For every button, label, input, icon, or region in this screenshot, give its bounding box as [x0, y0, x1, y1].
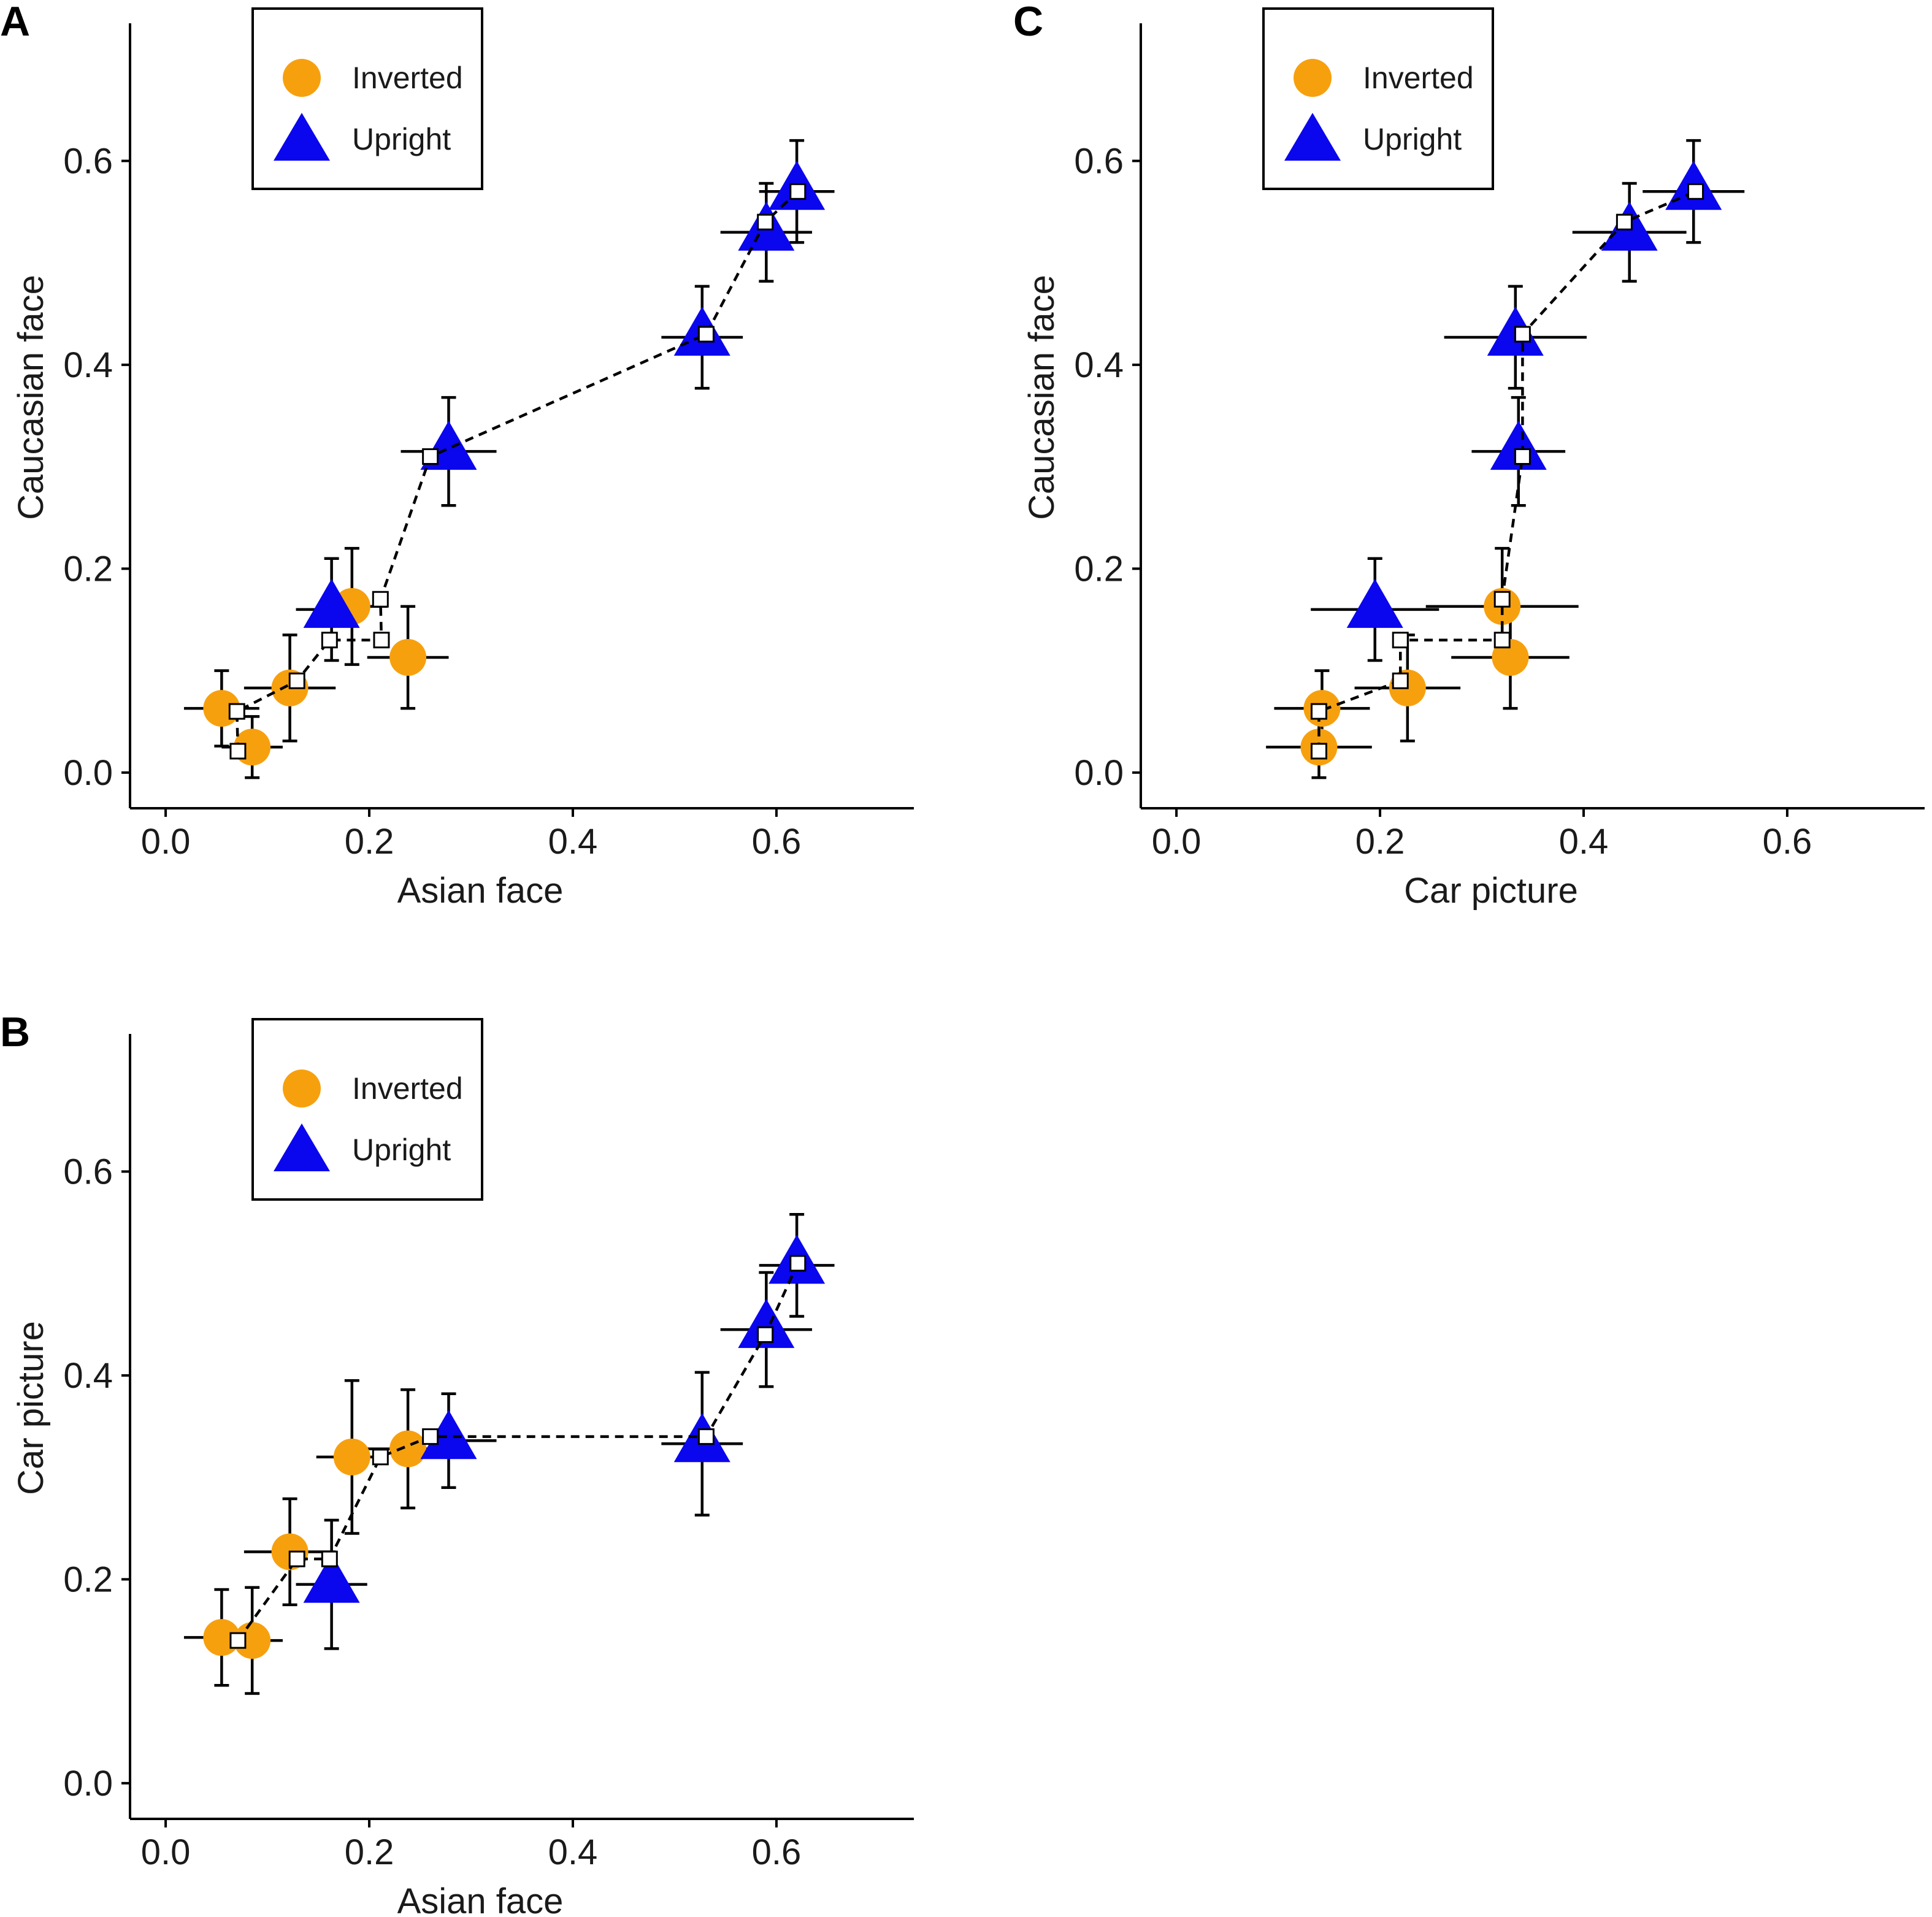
upright-point	[303, 1553, 360, 1603]
x-tick-label: 0.6	[752, 822, 802, 862]
path-square-marker	[697, 1428, 715, 1445]
legend-upright-icon	[274, 113, 330, 161]
path-square-marker	[1392, 632, 1409, 649]
upright-point	[1490, 421, 1547, 470]
path-square-marker	[1310, 743, 1327, 760]
x-axis-title: Car picture	[1404, 871, 1578, 911]
y-tick-label: 0.4	[63, 1356, 113, 1396]
legend-box	[251, 7, 483, 190]
path-square-marker	[422, 1428, 439, 1445]
panel-b: B 0.0 0.2 0.4 0.6 0.0 0.2 0.4 0.6 Asian face Car p…	[0, 1009, 914, 1917]
legend-inverted-label: Inverted	[352, 1071, 463, 1106]
bootstrap-path-line	[1317, 190, 1696, 751]
path-square-marker	[422, 448, 439, 465]
inverted-point	[234, 1622, 271, 1659]
path-square-marker	[228, 703, 245, 720]
legend-box	[251, 1018, 483, 1201]
y-tick-label: 0.2	[63, 549, 113, 589]
panel-letter: A	[0, 0, 30, 45]
path-square-marker	[789, 1255, 807, 1272]
legend: Inverted Upright	[251, 1018, 483, 1201]
legend-inverted-label: Inverted	[1363, 61, 1474, 95]
legend-inverted-icon	[1294, 59, 1332, 97]
x-tick-label: 0.6	[752, 1832, 802, 1872]
legend: Inverted Upright	[251, 7, 483, 190]
legend-upright-icon	[1284, 113, 1341, 161]
panel-letter: B	[0, 1009, 30, 1055]
path-square-marker	[373, 632, 390, 649]
legend-upright-label: Upright	[1363, 122, 1462, 156]
path-square-marker	[1514, 448, 1531, 465]
legend-inverted-icon	[283, 1069, 321, 1108]
y-tick-label: 0.0	[63, 753, 113, 793]
path-square-marker	[1310, 703, 1327, 720]
x-tick-label: 0.2	[1355, 822, 1405, 862]
y-axis-title: Car picture	[11, 1321, 51, 1495]
x-tick-label: 0.2	[345, 1832, 394, 1872]
x-tick-label: 0.2	[345, 822, 394, 862]
y-axis-title: Caucasian face	[11, 275, 51, 520]
path-square-marker	[789, 183, 807, 200]
path-square-marker	[757, 213, 774, 231]
panel-a: A 0.0 0.2 0.4 0.6 0.0 0.2 0.4 0.6 Asian face Cauca…	[0, 0, 914, 911]
panel-c: C 0.0 0.2 0.4 0.6 0.0 0.2 0.4 0.6 Car picture Cauc…	[1013, 0, 1925, 911]
legend: Inverted Upright	[1262, 7, 1494, 190]
path-square-marker	[1616, 213, 1633, 231]
upright-point	[1346, 578, 1403, 628]
y-tick-label: 0.6	[63, 1152, 113, 1192]
x-axis-title: Asian face	[397, 871, 564, 911]
legend-inverted-icon	[283, 59, 321, 97]
y-tick-label: 0.6	[1074, 141, 1124, 181]
path-square-marker	[1493, 591, 1511, 608]
upright-point	[738, 1299, 795, 1349]
x-tick-label: 0.0	[141, 822, 191, 862]
inverted-point	[389, 638, 427, 676]
x-tick-label: 0.4	[548, 1832, 598, 1872]
y-tick-label: 0.0	[63, 1764, 113, 1804]
inverted-point	[333, 1438, 370, 1475]
y-axis-title: Caucasian face	[1022, 275, 1062, 520]
x-tick-label: 0.4	[548, 822, 598, 862]
legend-upright-label: Upright	[352, 122, 451, 156]
y-tick-label: 0.2	[63, 1559, 113, 1599]
path-square-marker	[1687, 183, 1704, 200]
path-square-marker	[321, 632, 338, 649]
path-square-marker	[1514, 326, 1531, 343]
x-axis-title: Asian face	[397, 1881, 564, 1917]
inverted-point	[389, 1430, 427, 1467]
path-square-marker	[757, 1326, 774, 1343]
x-tick-label: 0.0	[141, 1832, 191, 1872]
path-square-marker	[1493, 632, 1511, 649]
panel-letter: C	[1013, 0, 1043, 45]
path-square-marker	[288, 1550, 305, 1567]
path-square-marker	[372, 1448, 389, 1466]
upright-point	[303, 578, 360, 628]
path-square-marker	[321, 1550, 338, 1567]
x-tick-label: 0.4	[1559, 822, 1609, 862]
y-tick-label: 0.6	[63, 141, 113, 181]
y-tick-label: 0.4	[63, 345, 113, 385]
legend-inverted-label: Inverted	[352, 61, 463, 95]
path-square-marker	[229, 743, 247, 760]
upright-point	[420, 1410, 477, 1460]
y-tick-label: 0.0	[1074, 753, 1124, 793]
x-tick-label: 0.0	[1152, 822, 1202, 862]
path-square-marker	[372, 591, 389, 608]
path-square-marker	[697, 326, 715, 343]
legend-box	[1262, 7, 1494, 190]
path-square-marker	[229, 1632, 247, 1649]
x-tick-label: 0.6	[1763, 822, 1812, 862]
legend-upright-label: Upright	[352, 1133, 451, 1167]
path-square-marker	[1392, 672, 1409, 689]
path-square-marker	[288, 672, 305, 689]
bootstrap-path-line	[235, 190, 799, 751]
y-tick-label: 0.4	[1074, 345, 1124, 385]
legend-upright-icon	[274, 1123, 330, 1171]
y-tick-label: 0.2	[1074, 549, 1124, 589]
